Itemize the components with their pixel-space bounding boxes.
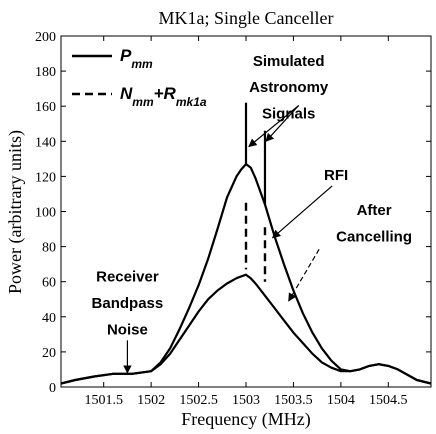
annotation-arrow [265, 105, 300, 142]
y-axis-label: Power (arbitrary units) [5, 130, 26, 294]
annotation-text: Simulated [253, 53, 325, 70]
y-tick-label: 20 [42, 346, 56, 361]
x-axis-label: Frequency (MHz) [181, 409, 310, 430]
x-tick-label: 1502 [137, 393, 165, 408]
annotation-arrow [271, 185, 333, 239]
y-tick-label: 60 [42, 276, 56, 291]
y-tick-label: 200 [35, 30, 56, 45]
annotation-arrow [288, 249, 320, 302]
x-tick-label: 1503 [232, 393, 260, 408]
x-tick-label: 1503.5 [274, 393, 313, 408]
legend: Pmm Nmm+Rmk1a [72, 46, 207, 109]
y-tick-label: 0 [49, 381, 56, 396]
y-tick-label: 120 [35, 170, 56, 185]
x-tick-label: 1502.5 [179, 393, 218, 408]
y-tick-label: 40 [42, 311, 56, 326]
y-tick-label: 80 [42, 241, 56, 256]
ticks: 1501.5 1502 1502.5 1503 1503.5 1504 1504.5 0 20 4… [35, 30, 431, 408]
annotations: SimulatedAstronomySignalsRFIAfterCancell… [92, 53, 412, 374]
series-line-2 [60, 273, 432, 385]
x-tick-label: 1504.5 [369, 393, 408, 408]
annotation-arrow [248, 105, 300, 148]
y-tick-label: 180 [35, 65, 56, 80]
annotation-text: Cancelling [336, 228, 412, 245]
y-tick-label: 160 [35, 100, 56, 115]
y-tick-label: 100 [35, 206, 56, 221]
chart-title: MK1a; Single Canceller [159, 8, 334, 28]
annotation-text: Noise [107, 321, 148, 338]
annotation-text: Astronomy [249, 79, 329, 96]
x-tick-label: 1501.5 [84, 393, 123, 408]
annotation-text: Receiver [96, 269, 159, 286]
annotation-text: After [357, 202, 392, 219]
series-layer [60, 102, 432, 385]
legend-label: Nmm+Rmk1a [120, 84, 207, 109]
legend-label: Pmm [120, 46, 153, 71]
annotation-text: Bandpass [92, 295, 164, 312]
y-tick-label: 140 [35, 135, 56, 150]
annotation-text: RFI [324, 167, 348, 184]
x-tick-label: 1504 [327, 393, 355, 408]
